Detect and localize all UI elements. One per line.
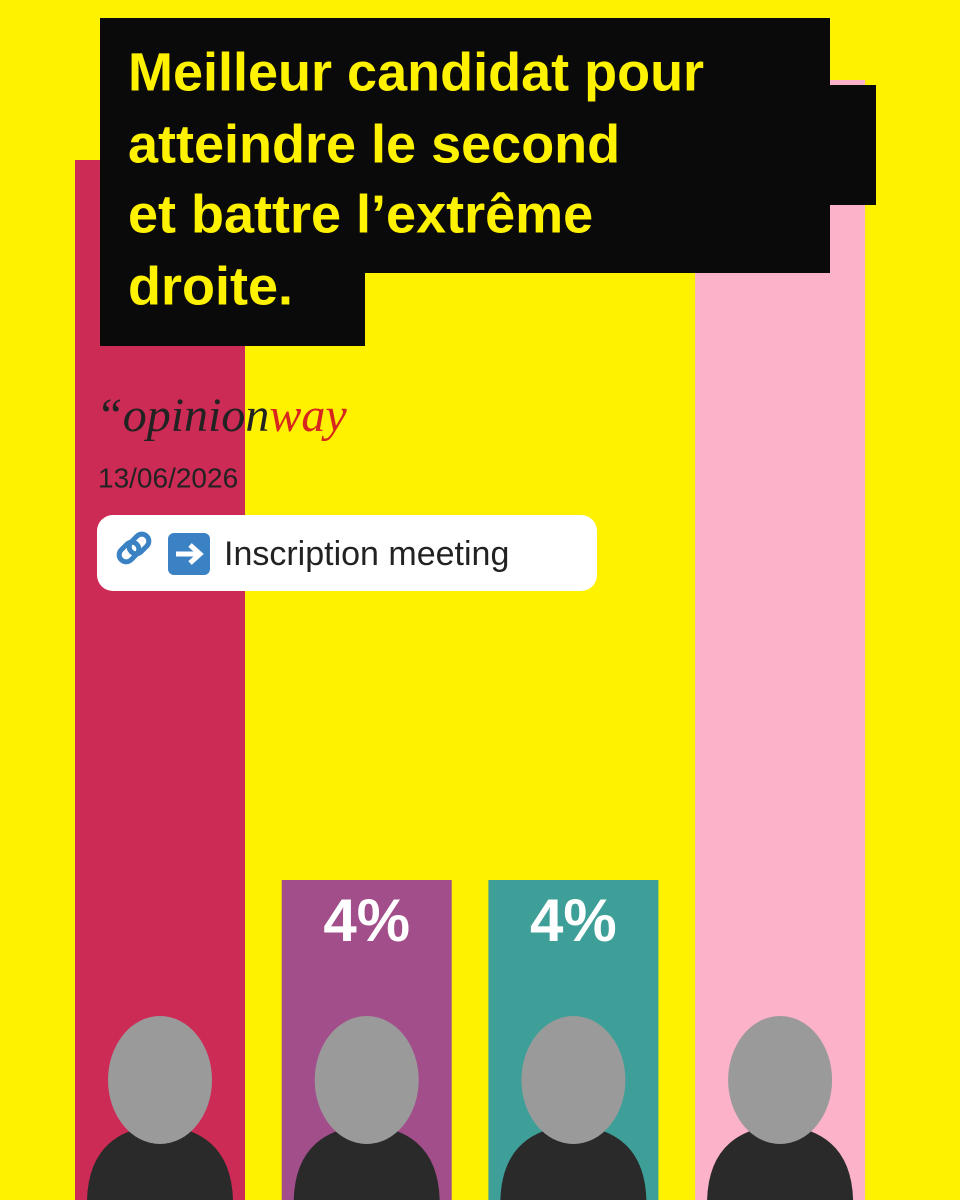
value-label: 4% <box>530 887 617 954</box>
link-icon <box>116 531 152 565</box>
title-line: droite. <box>128 256 293 316</box>
title-box <box>820 85 876 205</box>
title-line: et battre l’extrême <box>128 184 593 244</box>
portrait <box>707 1125 854 1200</box>
title-line: atteindre le second <box>128 114 620 174</box>
link-button[interactable]: Inscription meeting <box>97 515 597 591</box>
portrait <box>87 1125 233 1200</box>
source-part: “opinion <box>96 389 269 442</box>
date: 13/06/2026 <box>98 462 238 493</box>
header: Meilleur candidat pour atteindre le seco… <box>96 18 876 591</box>
portrait <box>728 1016 833 1144</box>
source-part: way <box>269 389 347 442</box>
value-label: 4% <box>323 887 410 954</box>
link-text[interactable]: Inscription meeting <box>224 535 509 573</box>
portrait <box>314 1016 419 1144</box>
title-line: Meilleur candidat pour <box>128 42 704 102</box>
portrait <box>500 1125 647 1200</box>
title-box <box>100 270 365 346</box>
source: “opinionway <box>96 389 347 442</box>
arrow-icon <box>176 543 204 565</box>
portrait <box>521 1016 626 1144</box>
portrait <box>108 1016 212 1144</box>
link-background <box>97 515 597 591</box>
title-box <box>100 18 830 273</box>
portrait <box>293 1125 440 1200</box>
bars: 13%4%4%14% <box>75 80 866 1200</box>
